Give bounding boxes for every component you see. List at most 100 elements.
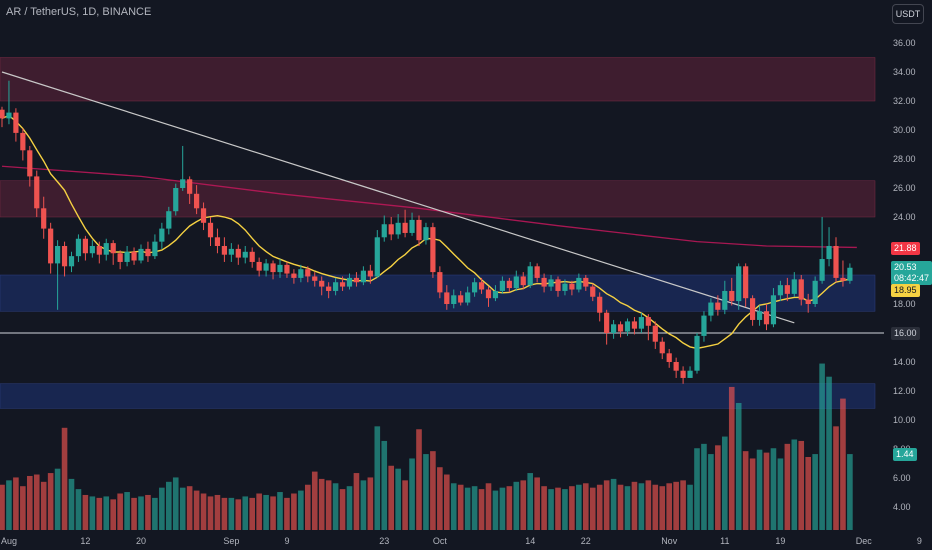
volume-bar [666, 483, 672, 530]
volume-bar [471, 486, 478, 530]
candle-body [791, 279, 797, 294]
candle-body [159, 228, 165, 242]
volume-bar [277, 492, 283, 530]
candle-body [527, 266, 533, 286]
candle-body [423, 227, 429, 241]
y-tick-label: 10.00 [893, 415, 916, 425]
volume-bar [200, 493, 207, 530]
candle-body [200, 208, 207, 223]
candle-body [187, 179, 193, 194]
volume-bar [520, 480, 527, 530]
volume-bar [103, 496, 110, 530]
candle-body [124, 251, 130, 262]
volume-bar [235, 499, 242, 530]
volume-bar [777, 458, 784, 530]
volume-badge: 1.44 [893, 448, 917, 462]
y-tick-label: 18.00 [893, 299, 916, 309]
volume-bar [117, 493, 123, 530]
candle-body [214, 237, 221, 246]
volume-bar [332, 483, 339, 530]
y-tick-label: 12.00 [893, 386, 916, 396]
candle-body [367, 270, 373, 277]
volume-bar [318, 478, 325, 530]
trendline [1, 71, 795, 324]
candle-body [743, 266, 749, 299]
volume-bar [339, 489, 346, 530]
volume-bar [381, 440, 388, 530]
ma-slow-line [1, 165, 857, 249]
candle-body [96, 246, 102, 255]
volume-bar [131, 497, 137, 530]
volume-bar [527, 473, 533, 530]
x-tick-label: Aug [1, 536, 17, 546]
currency-button[interactable]: USDT [892, 4, 924, 24]
volume-bar [819, 363, 825, 530]
candle-body [409, 219, 415, 233]
volume-bar [159, 487, 165, 530]
candle-body [173, 188, 179, 212]
volume-bar [395, 468, 401, 530]
volume-bar [33, 474, 40, 530]
volume-bar [812, 454, 818, 530]
volume-bar [798, 440, 805, 530]
candle-body [506, 280, 512, 289]
volume-bar [263, 494, 269, 530]
volume-bar [242, 496, 249, 530]
volume-bar [54, 468, 61, 530]
candle-body [277, 264, 283, 273]
candle-body [694, 335, 700, 371]
volume-bar [645, 480, 652, 530]
candle-body [541, 277, 547, 287]
volume-bar [430, 451, 436, 530]
candle-body [513, 276, 519, 289]
candle-body [166, 211, 172, 229]
volume-bar [172, 477, 179, 530]
volume-bar [437, 467, 443, 530]
candle-body [840, 277, 846, 281]
candle-body [353, 277, 360, 283]
volume-bar [735, 402, 742, 530]
volume-bar [311, 471, 318, 530]
candle-body [819, 259, 825, 281]
candle-body [145, 248, 151, 257]
volume-bar [728, 386, 735, 530]
candle-body [20, 132, 26, 151]
candle-body [437, 272, 443, 293]
volume-bar [284, 497, 290, 530]
candle-body [68, 256, 75, 267]
volume-bar [847, 454, 853, 530]
x-tick-label: Dec [856, 536, 873, 546]
candle-body [576, 277, 582, 290]
candle-body [381, 224, 387, 238]
price-badge-value: 21.88 [894, 242, 917, 253]
candle-body [492, 290, 499, 299]
candle-body [360, 270, 366, 283]
volume-bar [749, 458, 756, 530]
candle-body [263, 263, 269, 271]
volume-bar [270, 496, 276, 530]
candle-body [221, 246, 227, 255]
y-tick-label: 24.00 [893, 212, 916, 222]
x-tick-label: Sep [223, 536, 239, 546]
volume-bar [826, 376, 832, 530]
volume-bar [569, 486, 575, 530]
volume-bar [61, 427, 68, 530]
candle-body [617, 324, 624, 332]
candle-body [319, 280, 325, 287]
x-tick-label: 12 [80, 536, 90, 546]
candle-body [89, 246, 95, 254]
volume-bar [763, 452, 770, 530]
candle-body [715, 302, 721, 310]
candle-body [207, 222, 214, 238]
candle-body [680, 370, 686, 378]
volume-bar [499, 487, 506, 530]
x-tick-label: 22 [581, 536, 591, 546]
candle-body [228, 248, 234, 255]
volume-bar [603, 480, 610, 530]
volume-bar [791, 439, 798, 530]
candle-body [569, 283, 575, 290]
price-badge-countdown: 08:42:47 [894, 273, 930, 284]
volume-bar [423, 454, 429, 530]
volume-bar [47, 473, 54, 530]
